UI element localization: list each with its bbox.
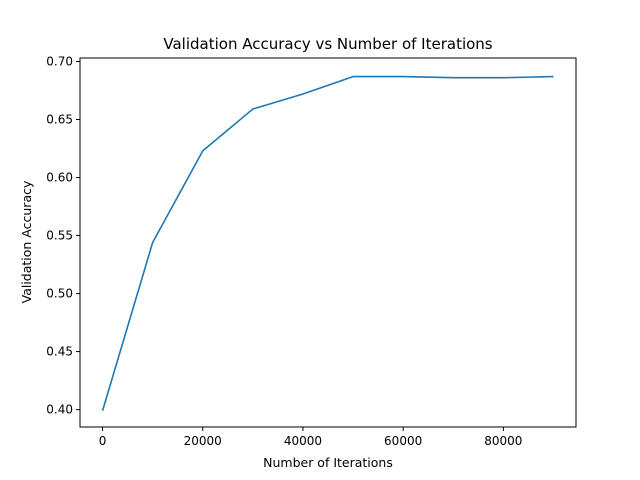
- y-tick-label: 0.65: [46, 113, 73, 127]
- y-tick-label: 0.50: [46, 287, 73, 301]
- y-axis: 0.40 0.45 0.50 0.55 0.60 0.65 0.70: [46, 54, 80, 417]
- y-tick-label: 0.55: [46, 229, 73, 243]
- x-tick-label: 20000: [184, 434, 222, 448]
- x-tick-label: 40000: [284, 434, 322, 448]
- x-axis-label: Number of Iterations: [263, 455, 393, 470]
- y-tick-label: 0.45: [46, 345, 73, 359]
- x-tick-label: 0: [99, 434, 107, 448]
- y-tick-label: 0.40: [46, 403, 73, 417]
- y-axis-label: Validation Accuracy: [19, 180, 34, 303]
- plot-frame: [79, 57, 577, 428]
- x-tick-label: 60000: [384, 434, 422, 448]
- chart-title: Validation Accuracy vs Number of Iterati…: [163, 35, 492, 53]
- series-line: [101, 75, 554, 411]
- x-axis: 0 20000 40000 60000 80000: [99, 427, 522, 448]
- x-tick-label: 80000: [484, 434, 522, 448]
- y-tick-label: 0.60: [46, 171, 73, 185]
- series-layer: [101, 75, 554, 411]
- y-tick-label: 0.70: [46, 54, 73, 68]
